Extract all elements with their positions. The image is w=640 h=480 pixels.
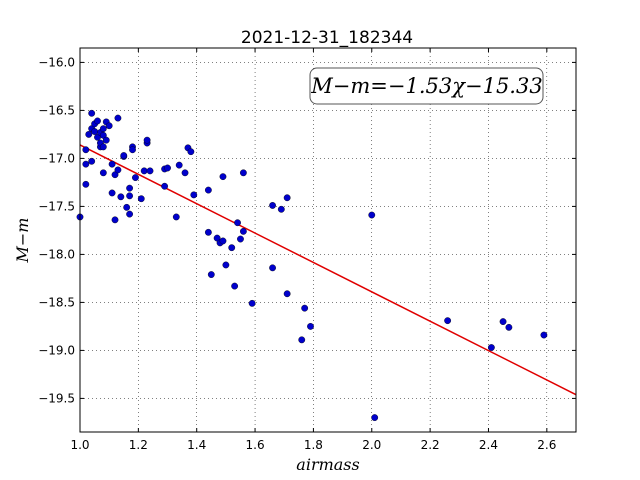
y-tick-label: −16.5 <box>38 103 75 117</box>
x-tick-label: 1.6 <box>246 438 265 452</box>
data-point <box>172 213 180 221</box>
data-point <box>239 169 247 177</box>
data-point <box>123 203 131 211</box>
chart-title: 2021-12-31_182344 <box>241 28 413 48</box>
data-point <box>540 331 548 339</box>
data-point <box>91 128 98 135</box>
data-point <box>248 299 256 307</box>
data-point <box>371 414 379 421</box>
data-point <box>207 271 215 278</box>
data-point <box>499 318 507 325</box>
x-axis-label: airmass <box>296 455 359 474</box>
y-axis-label: M−m <box>13 218 32 264</box>
data-point <box>301 304 309 312</box>
y-tick-label: −18.0 <box>38 247 75 261</box>
data-point <box>175 161 183 169</box>
data-point <box>88 109 96 117</box>
data-point <box>82 160 90 168</box>
annotation-box <box>309 67 544 105</box>
data-point <box>82 180 90 188</box>
data-point <box>269 264 276 272</box>
x-tick-label: 1.2 <box>129 438 148 452</box>
data-point <box>137 195 145 203</box>
data-point <box>129 146 136 154</box>
data-point <box>487 344 495 351</box>
data-point <box>204 228 212 236</box>
x-tick-label: 2.6 <box>537 438 556 452</box>
data-point <box>204 186 212 194</box>
data-point <box>222 261 230 269</box>
data-point <box>99 143 107 151</box>
data-point <box>117 193 125 201</box>
data-point <box>143 136 151 144</box>
plot-frame <box>79 47 577 433</box>
data-point <box>108 160 116 168</box>
data-point <box>283 194 291 202</box>
y-tick-label: −17.5 <box>38 199 75 213</box>
data-point <box>231 282 239 290</box>
data-point <box>234 219 241 227</box>
data-point <box>181 169 189 177</box>
data-point <box>105 122 113 130</box>
data-point <box>132 174 139 182</box>
data-point <box>82 146 90 154</box>
y-tick-label: −19.0 <box>38 343 75 357</box>
data-point <box>99 125 107 133</box>
data-point <box>111 216 119 224</box>
y-tick-label: −17.0 <box>38 151 75 165</box>
fit-annotation: M−m=−1.53χ−15.33 <box>309 67 544 105</box>
data-point <box>164 164 171 172</box>
x-tick-label: 1.0 <box>70 438 89 452</box>
data-point <box>444 317 452 325</box>
data-point <box>114 114 122 122</box>
x-tick-label: 2.2 <box>421 438 440 452</box>
data-point <box>99 169 107 177</box>
data-point <box>126 210 134 218</box>
data-point <box>190 191 198 199</box>
data-point <box>85 130 93 138</box>
y-tick-label: −18.5 <box>38 295 75 309</box>
annotation-text: M−m=−1.53χ−15.33 <box>310 74 542 98</box>
data-point <box>237 235 244 243</box>
data-point <box>187 148 195 156</box>
y-tick-label: −16.0 <box>38 55 75 69</box>
axis-ticks: 1.0 1.2 1.4 1.6 1.8 2.0 2.2 2.4 2.6 −16.0 −16.5 −17… <box>38 48 576 452</box>
data-point <box>161 182 169 190</box>
data-point <box>298 336 306 344</box>
data-point <box>102 136 110 144</box>
data-point <box>283 290 291 298</box>
data-point <box>88 157 96 165</box>
data-point <box>126 184 134 192</box>
y-tick-label: −19.5 <box>38 391 75 405</box>
plot-area <box>80 48 576 432</box>
data-point <box>277 205 285 213</box>
data-point <box>239 227 247 235</box>
data-point <box>120 152 128 159</box>
data-point <box>219 173 227 181</box>
data-points <box>76 109 548 421</box>
data-point <box>146 167 154 175</box>
data-point <box>505 323 513 331</box>
data-point <box>108 189 116 197</box>
data-point <box>126 192 134 200</box>
data-point <box>269 202 276 209</box>
data-point <box>94 117 101 125</box>
data-point <box>140 167 148 175</box>
x-tick-label: 1.8 <box>304 438 323 452</box>
grid <box>79 48 576 432</box>
data-point <box>228 244 236 252</box>
x-tick-label: 2.0 <box>362 438 381 452</box>
data-point <box>114 166 122 174</box>
data-point <box>219 237 227 245</box>
x-tick-label: 2.4 <box>479 438 498 452</box>
data-point <box>307 322 314 330</box>
x-tick-label: 1.4 <box>187 438 206 452</box>
data-point <box>368 211 376 219</box>
